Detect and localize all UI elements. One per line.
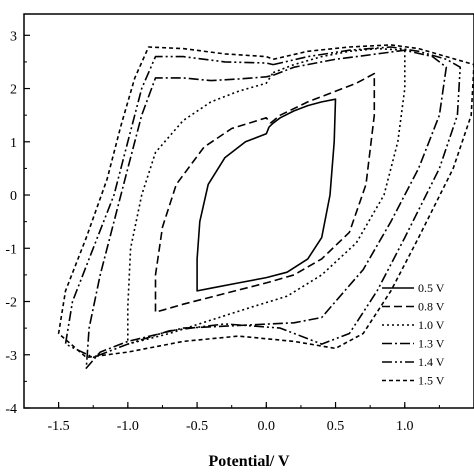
x-tick-label: -0.5: [186, 419, 208, 434]
series-line-5: [64, 46, 461, 359]
legend-label: 1.4 V: [418, 355, 445, 369]
x-tick-label: 1.0: [396, 419, 414, 434]
legend: 0.5 V 0.8 V 1.0 V 1.3 V 1.4 V 1.5 V: [382, 281, 445, 388]
plot-series: [57, 44, 474, 369]
series-line-1: [196, 98, 337, 292]
legend-label: 1.0 V: [418, 318, 445, 332]
y-tick-label: 1: [10, 136, 17, 151]
legend-label: 0.5 V: [418, 281, 445, 295]
y-tick-label: 2: [10, 83, 17, 98]
series-line-4: [85, 49, 448, 369]
y-tick-label: -1: [5, 242, 17, 257]
plot-frame: [23, 13, 474, 409]
y-axis-ticks: -4 -3 -2 -1 0 1 2 3: [5, 29, 30, 417]
legend-label: 1.3 V: [418, 337, 445, 351]
series-line-6: [57, 44, 474, 359]
legend-label: 0.8 V: [418, 300, 445, 314]
x-axis-title: Potential/ V: [208, 453, 289, 470]
series-line-3: [127, 47, 406, 345]
x-tick-label: -1.5: [48, 419, 70, 434]
x-tick-label: 0.0: [258, 419, 276, 434]
x-tick-label: 0.5: [327, 419, 345, 434]
y-tick-label: 0: [10, 189, 17, 204]
series-line-2: [154, 72, 376, 313]
legend-label: 1.5 V: [418, 374, 445, 388]
y-tick-label: -2: [5, 296, 17, 311]
x-axis-ticks: -1.5 -1.0 -0.5 0.0 0.5 1.0: [23, 402, 474, 434]
y-tick-label: -3: [5, 349, 17, 364]
x-tick-label: -1.0: [117, 419, 139, 434]
y-tick-label: -4: [5, 402, 17, 417]
y-tick-label: 3: [10, 29, 17, 44]
